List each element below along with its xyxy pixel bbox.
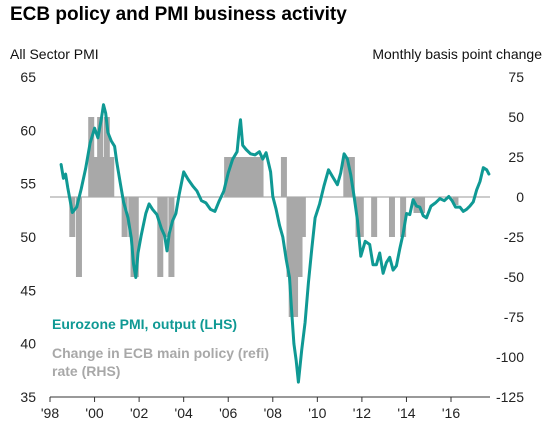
x-tick-label: '08 bbox=[264, 405, 282, 421]
refi-bar bbox=[168, 197, 175, 277]
legend-refi-line2: rate (RHS) bbox=[52, 363, 120, 379]
refi-bar bbox=[246, 157, 253, 197]
pmi-line bbox=[59, 103, 491, 384]
refi-bar bbox=[75, 197, 82, 277]
right-tick-label: -25 bbox=[504, 229, 524, 245]
refi-bar bbox=[388, 197, 395, 237]
x-tick-label: '12 bbox=[353, 405, 371, 421]
right-tick-label: -100 bbox=[496, 349, 524, 365]
refi-bar bbox=[88, 117, 95, 197]
left-tick-label: 40 bbox=[20, 336, 36, 352]
left-tick-label: 45 bbox=[20, 282, 36, 298]
refi-bar bbox=[419, 197, 426, 213]
right-tick-label: 0 bbox=[516, 189, 524, 205]
left-tick-label: 65 bbox=[20, 69, 36, 85]
left-tick-label: 35 bbox=[20, 389, 36, 405]
legend-pmi: Eurozone PMI, output (LHS) bbox=[52, 316, 237, 332]
refi-bar bbox=[371, 197, 378, 237]
left-tick-label: 55 bbox=[20, 176, 36, 192]
refi-bar bbox=[280, 157, 287, 197]
refi-bar bbox=[238, 157, 245, 197]
refi-bar bbox=[400, 197, 407, 237]
refi-bar bbox=[452, 197, 459, 205]
x-tick-label: '10 bbox=[308, 405, 326, 421]
refi-bar bbox=[243, 157, 250, 197]
refi-bar bbox=[343, 157, 350, 197]
right-tick-label: 50 bbox=[508, 109, 524, 125]
refi-bar bbox=[108, 157, 115, 197]
x-tick-label: '00 bbox=[85, 405, 103, 421]
x-tick-label: '16 bbox=[442, 405, 460, 421]
refi-bar bbox=[229, 157, 236, 197]
x-tick-label: '06 bbox=[219, 405, 237, 421]
x-tick-label: '04 bbox=[175, 405, 193, 421]
legend-refi: Change in ECB main policy (refi) bbox=[52, 345, 269, 361]
left-tick-label: 60 bbox=[20, 122, 36, 138]
refi-bar bbox=[121, 197, 128, 237]
refi-bar bbox=[251, 157, 258, 197]
x-tick-label: '02 bbox=[130, 405, 148, 421]
refi-bar bbox=[288, 197, 295, 317]
refi-bar bbox=[257, 157, 264, 197]
chart-title: ECB policy and PMI business activity bbox=[10, 4, 347, 25]
x-tick-label: '98 bbox=[41, 405, 59, 421]
x-tick-label: '14 bbox=[397, 405, 415, 421]
right-tick-label: -75 bbox=[504, 309, 524, 325]
refi-bar bbox=[292, 197, 299, 317]
refi-bar bbox=[69, 197, 76, 237]
refi-bar bbox=[357, 197, 364, 237]
right-axis-title: Monthly basis point change bbox=[372, 46, 542, 62]
refi-bar bbox=[235, 157, 242, 197]
right-tick-label: 25 bbox=[508, 149, 524, 165]
left-tick-label: 50 bbox=[20, 229, 36, 245]
refi-bar bbox=[91, 157, 98, 197]
right-tick-label: -50 bbox=[504, 269, 524, 285]
refi-bar bbox=[132, 197, 139, 277]
right-tick-label: -125 bbox=[496, 389, 524, 405]
refi-bar bbox=[161, 197, 168, 237]
refi-bar bbox=[157, 197, 164, 277]
right-tick-label: 75 bbox=[508, 69, 524, 85]
refi-bar bbox=[299, 197, 306, 237]
left-axis-title: All Sector PMI bbox=[10, 46, 99, 62]
